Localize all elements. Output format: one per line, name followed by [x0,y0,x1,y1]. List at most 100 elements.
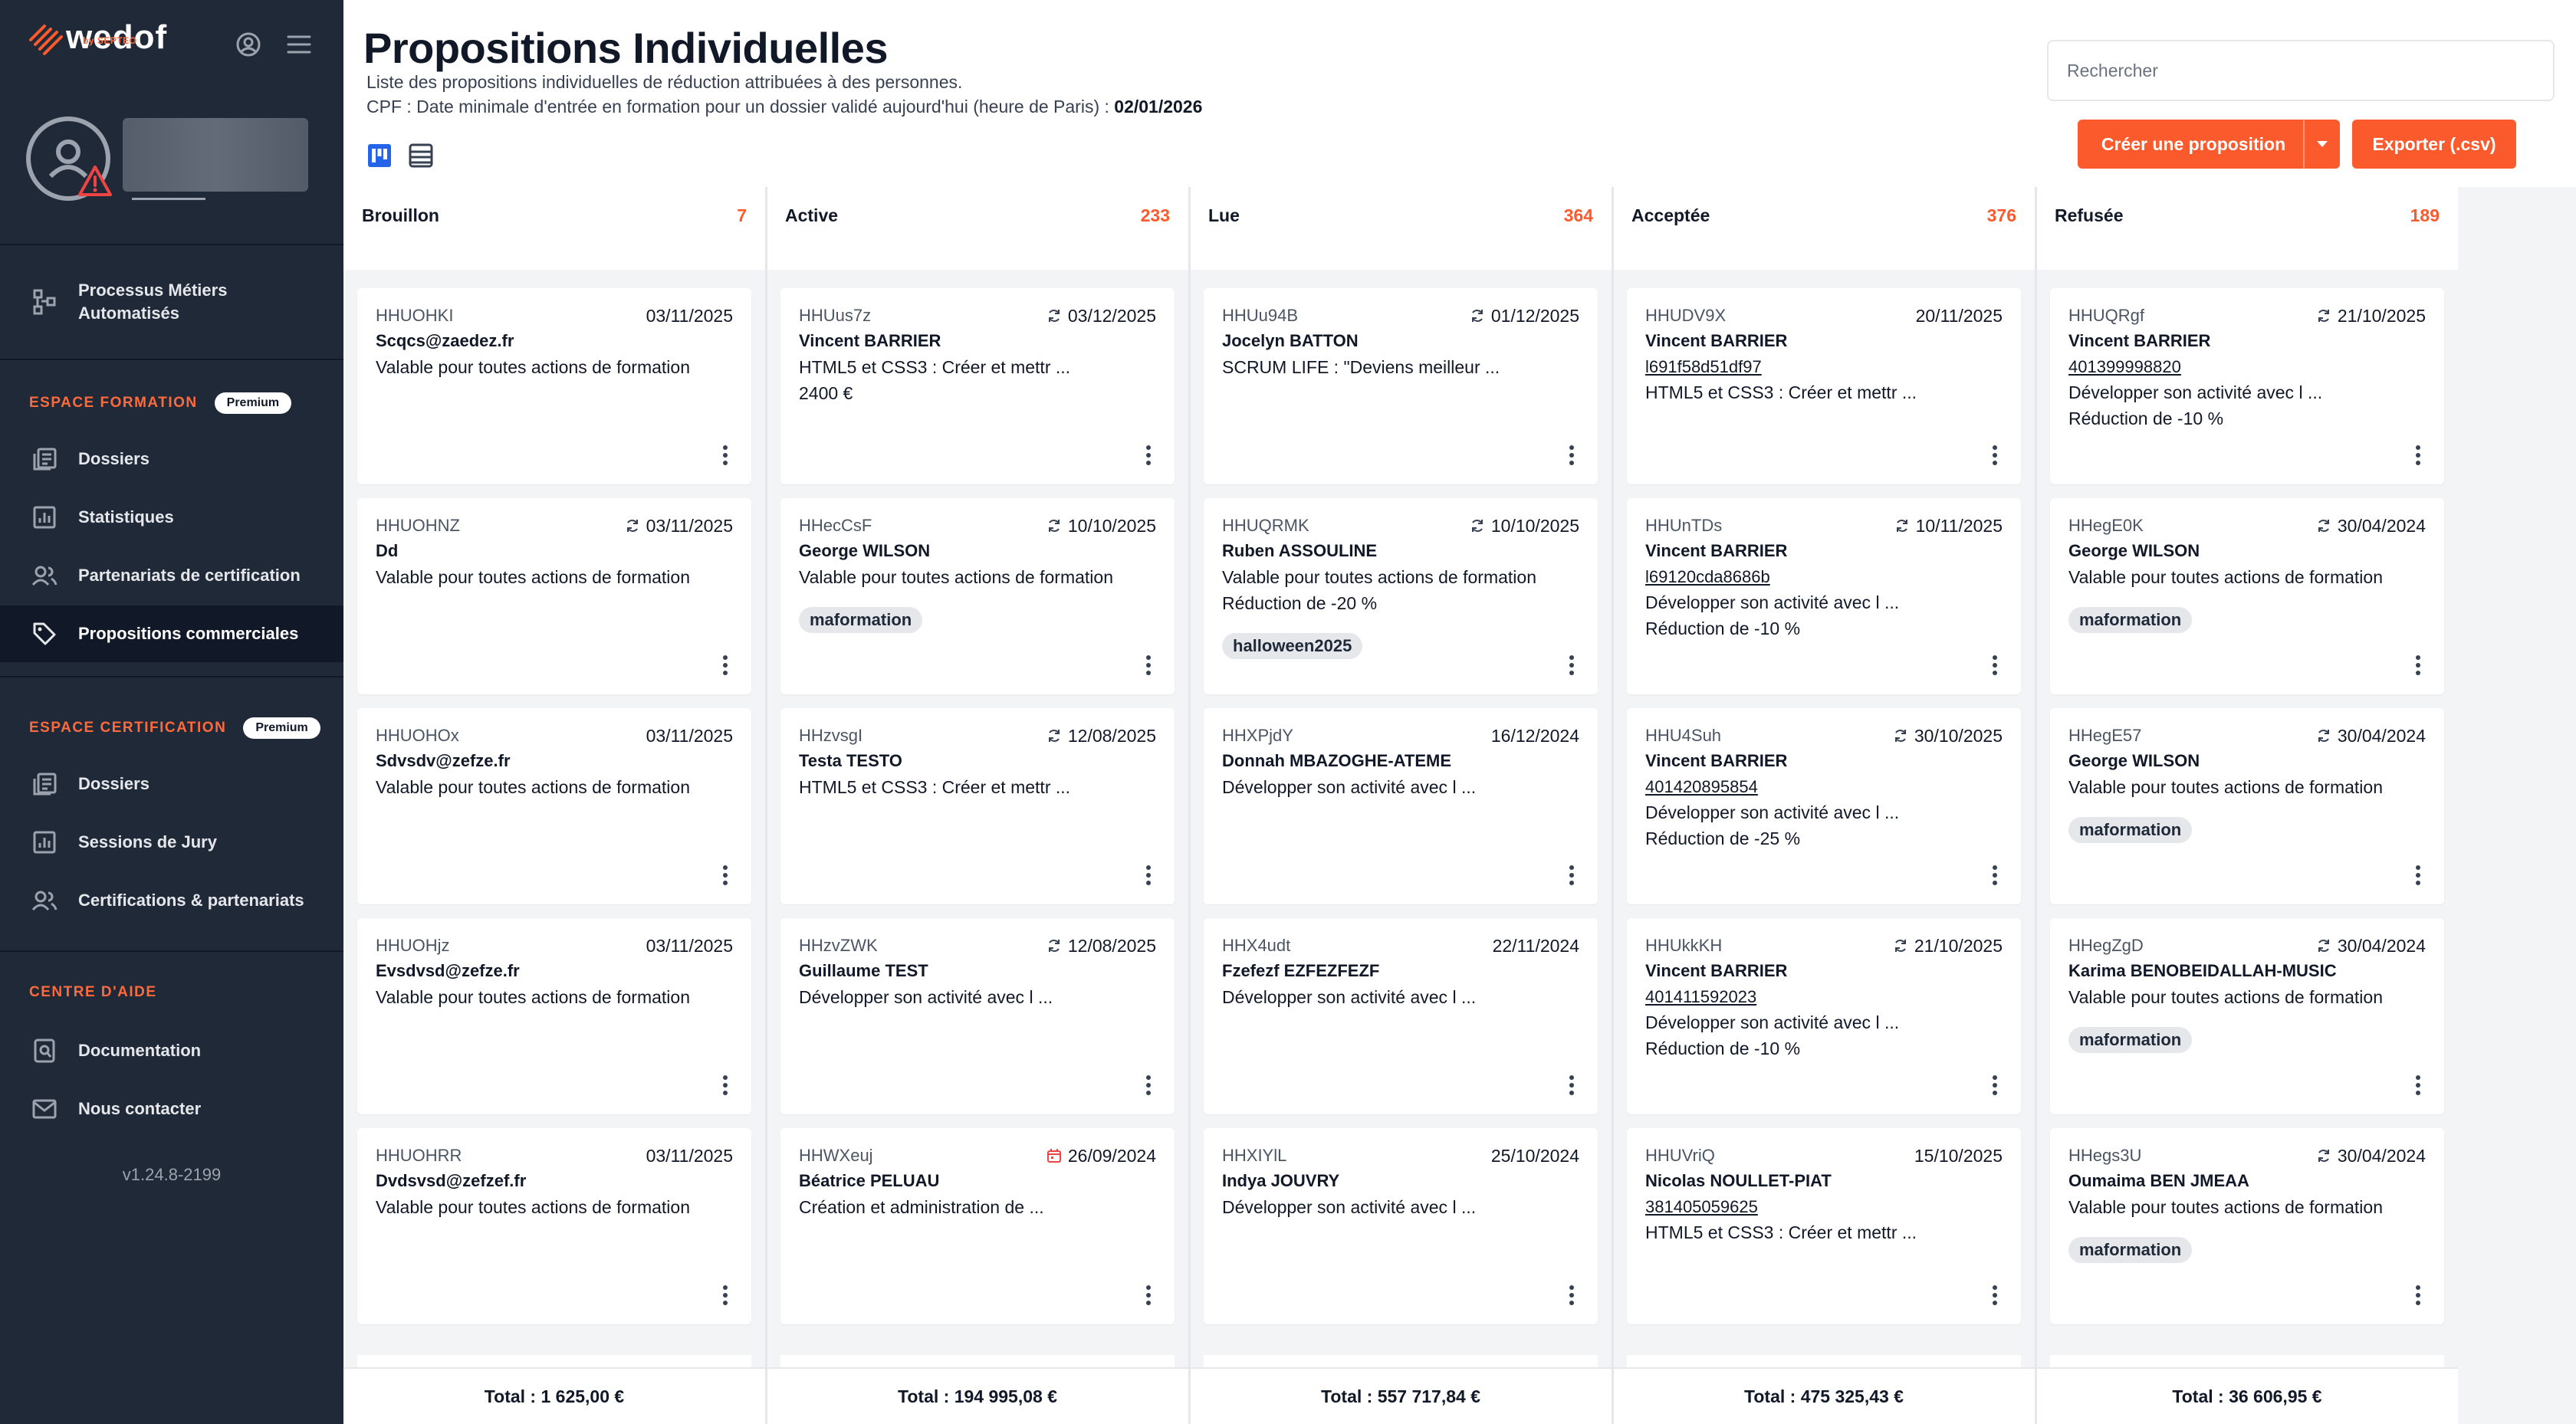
sidebar-item-contact[interactable]: Nous contacter [0,1081,343,1137]
more-options-icon[interactable] [1141,1281,1156,1309]
card-detail: Développer son activité avec l ... [1222,777,1477,797]
user-profile[interactable] [26,116,317,208]
proposition-card[interactable]: HHUkkKH 21/10/2025 Vincent BARRIER 4014115… [1627,918,2021,1114]
card-tag[interactable]: maformation [2068,607,2193,633]
card-detail: Valable pour toutes actions de formation [2068,987,2383,1007]
chevron-down-icon[interactable] [2303,120,2340,169]
card-tag[interactable]: halloween2025 [1222,633,1363,659]
proposition-card[interactable]: HHzvZWK 12/08/2025 Guillaume TEST Développ… [780,918,1175,1114]
proposition-card[interactable]: HHegE0K 30/04/2024 George WILSON Valable p… [2050,498,2444,694]
sidebar-item-statistiques[interactable]: Statistiques [0,489,343,546]
proposition-card[interactable]: HHUQRMK 10/10/2025 Ruben ASSOULINE Valable… [1204,498,1598,694]
brand-logo[interactable]: wedof [28,20,167,55]
card-folder-link[interactable]: 401420895854 [1645,777,1758,796]
card-folder-link[interactable]: 381405059625 [1645,1197,1758,1216]
sync-icon [1046,308,1062,323]
proposition-card[interactable]: HHegs3U 30/04/2024 Oumaima BEN JMEAA Valab… [2050,1128,2444,1324]
more-options-icon[interactable] [718,651,733,679]
logo-icon [29,25,63,55]
more-options-icon[interactable] [1141,1071,1156,1099]
more-options-icon[interactable] [1141,441,1156,469]
more-options-icon[interactable] [718,861,733,889]
proposition-card[interactable]: HHUnTDs 10/11/2025 Vincent BARRIER l69120c… [1627,498,2021,694]
sidebar-item-label: Processus Métiers Automatisés [78,281,228,323]
card-folder-link[interactable]: 401411592023 [1645,987,1757,1006]
proposition-card[interactable]: HHXIYlL 25/10/2024 Indya JOUVRY Développer… [1204,1128,1598,1324]
more-options-icon[interactable] [1987,651,2003,679]
more-options-icon[interactable] [1564,651,1579,679]
more-options-icon[interactable] [1987,861,2003,889]
more-options-icon[interactable] [1564,441,1579,469]
card-folder-link[interactable]: l69120cda8686b [1645,567,1770,586]
card-reference: HHzvsgI [799,726,863,745]
card-person-name: Guillaume TEST [799,961,928,980]
more-options-icon[interactable] [1564,1071,1579,1099]
proposition-card[interactable]: HHUu94B 01/12/2025 Jocelyn BATTON SCRUM LI… [1204,288,1598,484]
card-date-value: 20/11/2025 [1915,305,2003,326]
proposition-card[interactable]: HHzvsgI 12/08/2025 Testa TESTO HTML5 et CS… [780,708,1175,904]
more-options-icon[interactable] [718,1281,733,1309]
sidebar-item-propositions[interactable]: Propositions commerciales [0,605,343,662]
proposition-card[interactable]: HHUOHNZ 03/11/2025 Dd Valable pour toutes … [357,498,751,694]
card-person-name: Donnah MBAZOGHE-ATEME [1222,751,1452,770]
card-tag[interactable]: maformation [2068,1237,2193,1263]
proposition-card[interactable]: HHUOHjz 03/11/2025 Evsdvsd@zefze.fr Valabl… [357,918,751,1114]
proposition-card[interactable]: HHUus7z 03/12/2025 Vincent BARRIER HTML5 e… [780,288,1175,484]
proposition-card[interactable]: HHUOHRR 03/11/2025 Dvdsvsd@zefzef.fr Valab… [357,1128,751,1324]
sidebar-item-partenariats[interactable]: Partenariats de certification [0,547,343,604]
more-options-icon[interactable] [2410,1281,2426,1309]
card-date-value: 01/12/2025 [1490,305,1579,326]
proposition-card[interactable]: HHUOHOx 03/11/2025 Sdvsdv@zefze.fr Valable… [357,708,751,904]
proposition-card[interactable]: HHegE57 30/04/2024 George WILSON Valable p… [2050,708,2444,904]
create-proposition-button[interactable]: Créer une proposition [2078,120,2340,169]
menu-icon[interactable] [284,29,314,60]
proposition-card[interactable]: HHX4udt 22/11/2024 Fzefezf EZFEZFEZF Dével… [1204,918,1598,1114]
more-options-icon[interactable] [1141,861,1156,889]
more-options-icon[interactable] [2410,651,2426,679]
card-tag[interactable]: maformation [2068,1027,2193,1053]
more-options-icon[interactable] [1987,1281,2003,1309]
card-detail: Création et administration de ... [799,1197,1044,1217]
sidebar-item-label: Nous contacter [78,1099,202,1118]
sidebar-item-dossiers[interactable]: Dossiers [0,431,343,487]
more-options-icon[interactable] [1987,441,2003,469]
proposition-card[interactable]: HHUQRgf 21/10/2025 Vincent BARRIER 4013999… [2050,288,2444,484]
more-options-icon[interactable] [2410,441,2426,469]
proposition-card[interactable]: HHegZgD 30/04/2024 Karima BENOBEIDALLAH-M… [2050,918,2444,1114]
more-options-icon[interactable] [2410,1071,2426,1099]
account-icon[interactable] [233,29,264,60]
card-folder-link[interactable]: 401399998820 [2068,357,2181,376]
sidebar-item-sessions-jury[interactable]: Sessions de Jury [0,814,343,871]
kanban-view-icon[interactable] [366,143,393,169]
proposition-card[interactable]: HHU4Suh 30/10/2025 Vincent BARRIER 4014208… [1627,708,2021,904]
export-csv-button[interactable]: Exporter (.csv) [2352,120,2516,169]
card-date-value: 10/10/2025 [1490,515,1579,536]
proposition-card[interactable]: HHXPjdY 16/12/2024 Donnah MBAZOGHE-ATEME D… [1204,708,1598,904]
card-detail: 2400 € [799,383,853,403]
proposition-card[interactable]: HHUDV9X 20/11/2025 Vincent BARRIER l691f58… [1627,288,2021,484]
sync-icon [1046,518,1062,533]
more-options-icon[interactable] [2410,861,2426,889]
card-folder-link[interactable]: l691f58d51df97 [1645,357,1762,376]
sync-icon [1894,518,1910,533]
card-tag[interactable]: maformation [799,607,923,633]
more-options-icon[interactable] [718,1071,733,1099]
card-reference: HHUOHNZ [376,516,460,535]
search-input[interactable] [2047,40,2555,101]
proposition-card[interactable]: HHecCsF 10/10/2025 George WILSON Valable p… [780,498,1175,694]
proposition-card[interactable]: HHWXeuj 26/09/2024 Béatrice PELUAU Créatio… [780,1128,1175,1324]
more-options-icon[interactable] [1987,1071,2003,1099]
sidebar-item-processus[interactable]: Processus Métiers Automatisés [0,264,343,340]
sidebar-item-documentation[interactable]: Documentation [0,1022,343,1079]
proposition-card[interactable]: HHUOHKI 03/11/2025 Scqcs@zaedez.fr Valable… [357,288,751,484]
proposition-card[interactable]: HHUVriQ 15/10/2025 Nicolas NOULLET-PIAT 38… [1627,1128,2021,1324]
more-options-icon[interactable] [1141,651,1156,679]
more-options-icon[interactable] [718,441,733,469]
card-tag[interactable]: maformation [2068,817,2193,843]
more-options-icon[interactable] [1564,1281,1579,1309]
table-view-icon[interactable] [408,143,434,169]
sidebar-item-cert-dossiers[interactable]: Dossiers [0,756,343,812]
divider [0,676,343,678]
more-options-icon[interactable] [1564,861,1579,889]
sidebar-item-certifications[interactable]: Certifications & partenariats [0,872,343,929]
